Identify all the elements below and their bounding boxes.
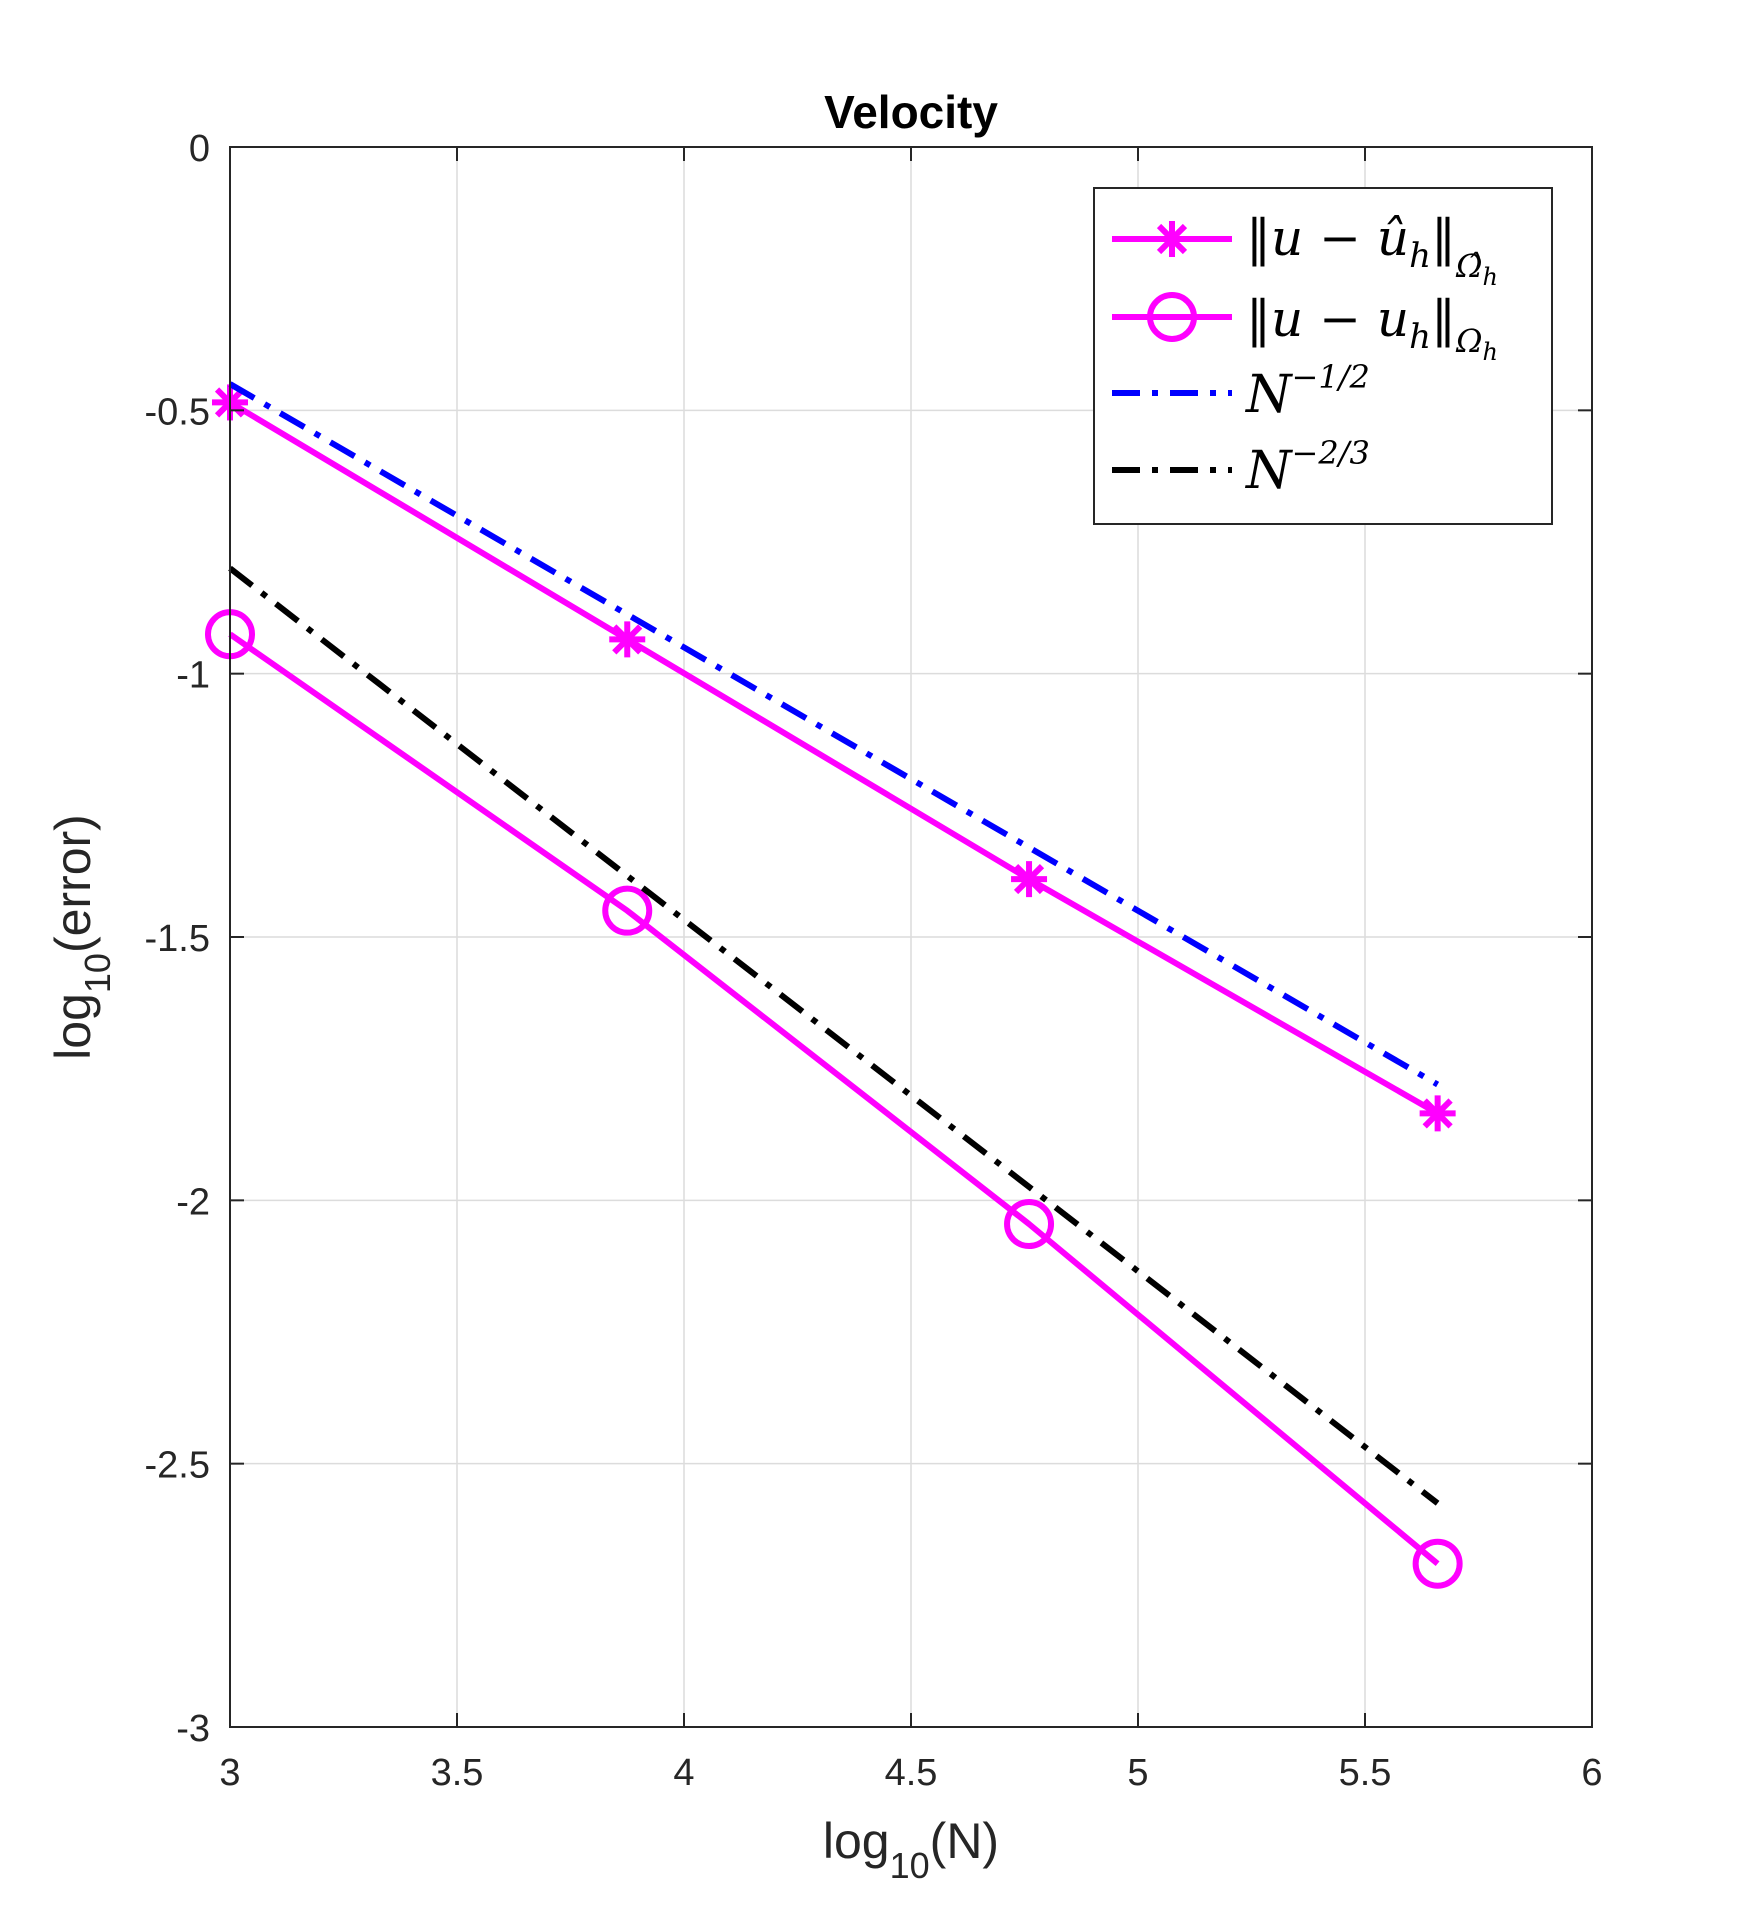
x-tick-label: 5.5 [1339,1752,1392,1794]
y-axis-label-sub: 10 [77,953,118,993]
series-4 [228,565,1440,1506]
series-3-line [228,381,1440,1088]
y-tick-label: -0.5 [145,391,210,433]
series-4-line [228,565,1440,1506]
legend-entry-1-marker [1154,221,1190,257]
x-axis-label-rest: (N) [930,1813,999,1869]
y-tick-label: -2 [176,1181,210,1223]
series-2-point [602,885,653,936]
x-axis-label-base: log [823,1813,890,1869]
series-2-point [1412,1538,1463,1589]
x-tick-label: 3 [219,1752,240,1794]
x-axis-label-sub: 10 [890,1845,930,1886]
series-1-point [1419,1095,1456,1132]
x-axis-label: log10(N) [823,1813,999,1886]
legend-samples [1112,221,1232,473]
legend-entry-4-label: N−2/3 [1244,434,1370,501]
x-tick-label: 3.5 [431,1752,484,1794]
legend-entry-2-marker [1147,292,1197,342]
y-tick-label: -2.5 [145,1445,210,1487]
chart-title: Velocity [824,86,998,138]
x-tick-label: 5 [1127,1752,1148,1794]
legend: ‖u − ûh‖Ω̂h ‖u − uh‖Ωh N−1/2 N−2/3 [1093,187,1553,525]
series-1-point [1011,861,1048,898]
x-tick-label: 6 [1581,1752,1602,1794]
y-tick-label: -3 [176,1708,210,1750]
y-tick-label: -1.5 [145,918,210,960]
y-tick-label: 0 [189,128,210,170]
series-3 [228,381,1440,1088]
y-tick-label: -1 [176,655,210,697]
y-axis-label: log10(error) [45,814,118,1060]
x-tick-label: 4.5 [885,1752,938,1794]
series-1-line [228,399,1440,1117]
tick-marks [229,146,1593,1728]
series-1-point [609,621,646,658]
x-tick-label: 4 [673,1752,694,1794]
y-axis-label-rest: (error) [45,814,101,953]
y-axis-label-base: log [45,993,101,1060]
legend-entry-3-label: N−1/2 [1244,358,1370,425]
legend-entry-1-label: ‖u − ûh‖Ω̂h [1246,209,1498,291]
series-2-point [1004,1199,1055,1250]
series-2-line [228,631,1440,1567]
y-tick-labels: 0 -0.5 -1 -1.5 -2 -2.5 -3 [145,128,210,1750]
x-tick-labels: 3 3.5 4 4.5 5 5.5 6 [219,1752,1602,1794]
legend-entry-2-label: ‖u − uh‖Ωh [1246,290,1498,366]
